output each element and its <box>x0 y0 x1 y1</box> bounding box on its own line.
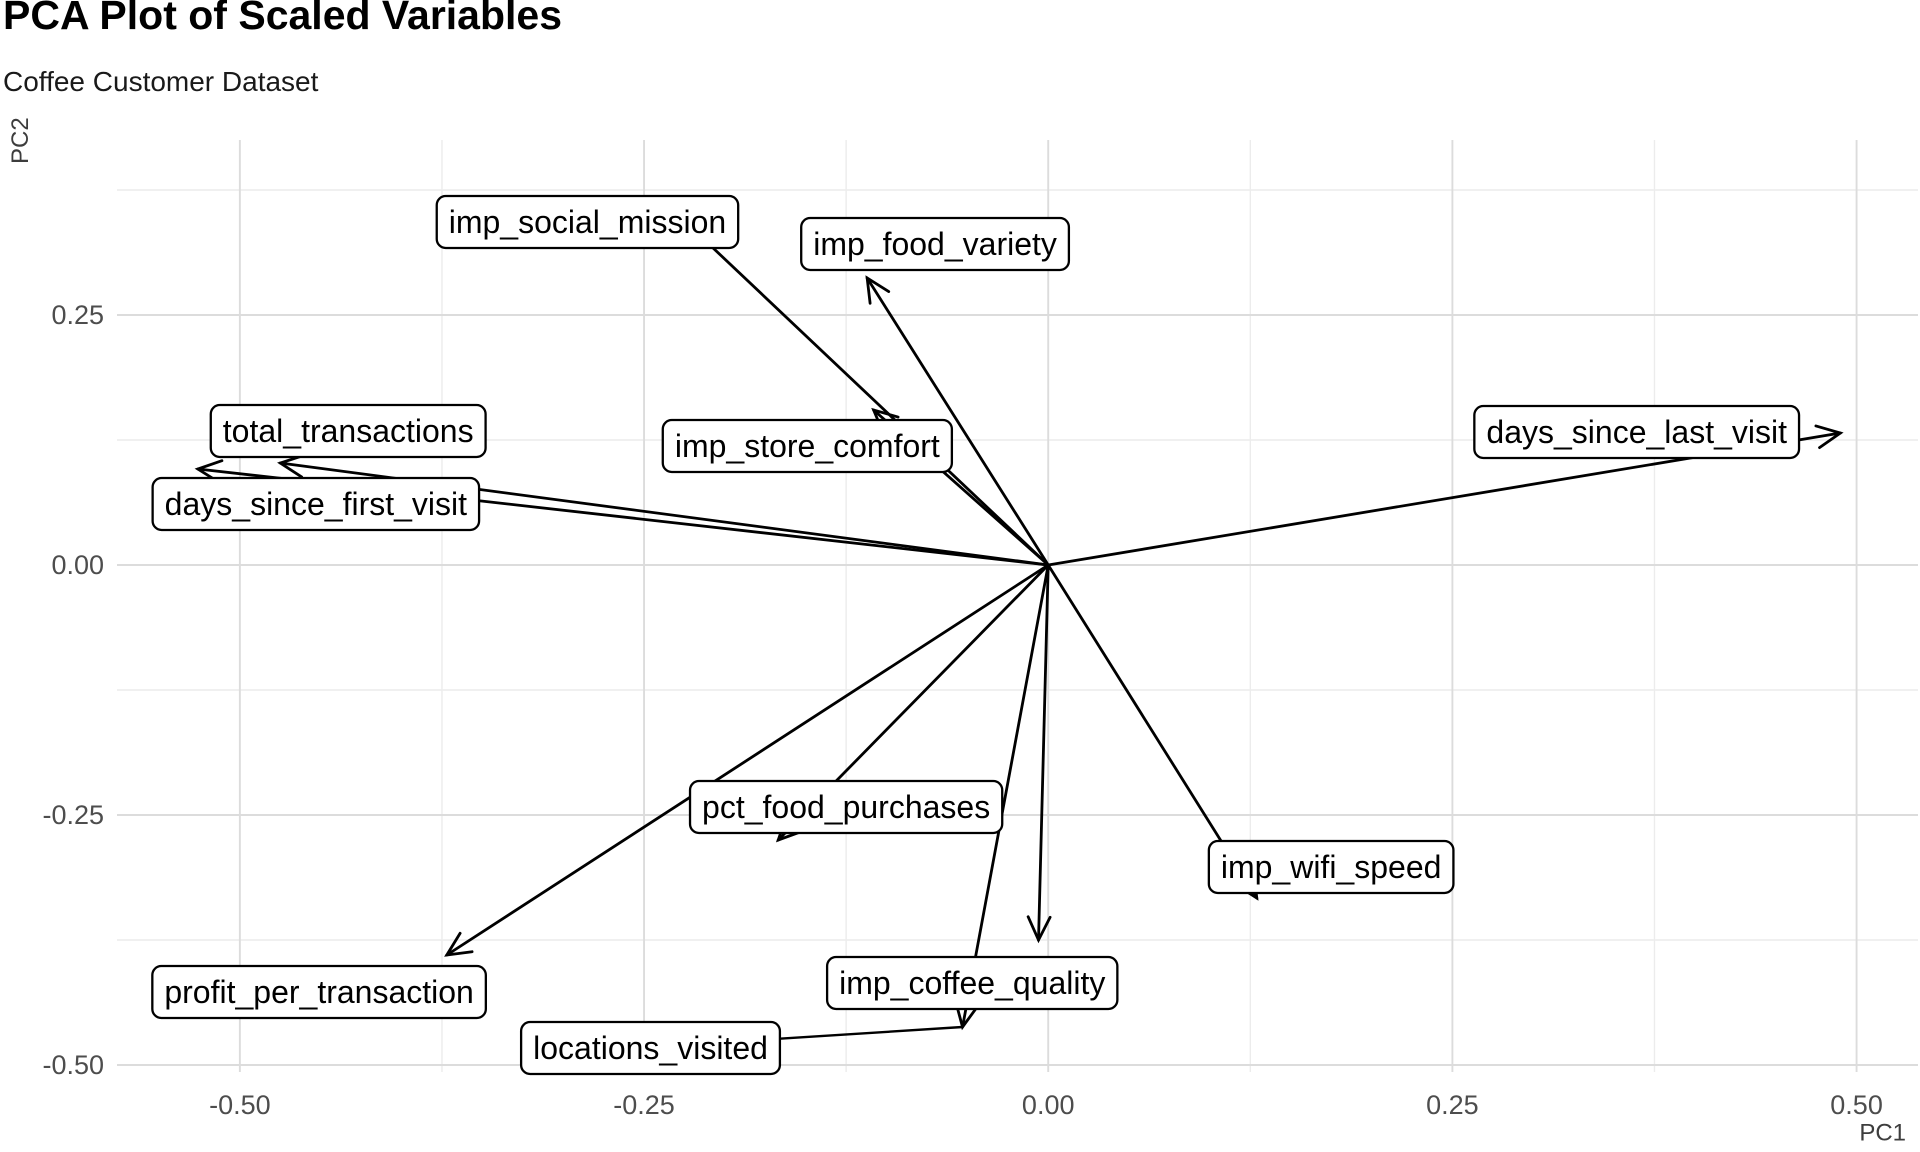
grid-layer <box>117 140 1918 1072</box>
variable-label-text: imp_social_mission <box>449 204 726 240</box>
variable-label-box <box>519 1020 782 1076</box>
variable-label-imp_store_comfort: imp_store_comfort <box>661 418 954 474</box>
variable-label-total_transactions: total_transactions <box>209 403 487 459</box>
variable-label-box <box>1207 839 1455 895</box>
variable-label-box <box>661 418 954 474</box>
axis-layer: -0.50 -0.25 0.00 0.25 0.50 0.25 0.00 -0.25 -0.50… <box>7 117 1906 1146</box>
variable-label-text: pct_food_purchases <box>702 789 990 825</box>
variable-label-imp_social_mission: imp_social_mission <box>435 194 740 250</box>
variable-label-imp_food_variety: imp_food_variety <box>800 216 1071 272</box>
arrow-layer <box>194 195 1844 1049</box>
variable-label-text: imp_coffee_quality <box>839 965 1105 1001</box>
pca-arrow-imp_coffee_quality <box>1026 563 1052 944</box>
x-tick-label: -0.50 <box>209 1090 271 1120</box>
variable-label-text: total_transactions <box>223 413 474 449</box>
pca-arrow-profit_per_transaction <box>444 563 1050 957</box>
y-tick-label: 0.25 <box>51 300 104 330</box>
variable-label-text: imp_food_variety <box>813 226 1057 262</box>
variable-label-box <box>688 779 1004 835</box>
variable-label-box <box>151 964 487 1020</box>
variable-label-pct_food_purchases: pct_food_purchases <box>688 779 1004 835</box>
pca-arrow-locations_visited <box>954 563 1050 1031</box>
variable-label-text: imp_store_comfort <box>675 428 940 464</box>
chart-title: PCA Plot of Scaled Variables <box>3 0 563 38</box>
y-tick-label: -0.25 <box>42 800 104 830</box>
variable-label-box <box>151 476 481 532</box>
variable-label-text: days_since_last_visit <box>1486 414 1787 450</box>
x-tick-label: 0.50 <box>1830 1090 1883 1120</box>
variable-label-box <box>800 216 1071 272</box>
variable-label-box <box>209 403 487 459</box>
pca-arrow-imp_food_variety <box>865 275 1050 567</box>
chart-subtitle: Coffee Customer Dataset <box>3 66 319 97</box>
variable-label-days_since_first_visit: days_since_first_visit <box>151 476 481 532</box>
variable-label-box <box>1473 404 1801 460</box>
variable-label-imp_wifi_speed: imp_wifi_speed <box>1207 839 1455 895</box>
variable-label-imp_coffee_quality: imp_coffee_quality <box>825 955 1119 1011</box>
variable-label-locations_visited: locations_visited <box>519 1020 782 1076</box>
x-tick-label: -0.25 <box>613 1090 675 1120</box>
variable-label-text: days_since_first_visit <box>165 486 467 522</box>
label-layer: imp_social_mission imp_food_variety imp_st… <box>151 194 1801 1076</box>
variable-label-text: profit_per_transaction <box>164 974 474 1010</box>
variable-label-box <box>825 955 1119 1011</box>
pca-arrow-imp_social_mission <box>657 195 1050 567</box>
variable-label-text: locations_visited <box>533 1030 768 1066</box>
x-tick-label: 0.25 <box>1426 1090 1479 1120</box>
x-axis-title: PC1 <box>1859 1120 1906 1147</box>
variable-label-profit_per_transaction: profit_per_transaction <box>151 964 487 1020</box>
x-tick-label: 0.00 <box>1022 1090 1075 1120</box>
variable-label-text: imp_wifi_speed <box>1221 849 1442 885</box>
y-tick-label: -0.50 <box>42 1050 104 1080</box>
y-tick-label: 0.00 <box>51 550 104 580</box>
variable-label-days_since_last_visit: days_since_last_visit <box>1473 404 1801 460</box>
y-axis-title: PC2 <box>7 117 34 164</box>
variable-label-box <box>435 194 740 250</box>
